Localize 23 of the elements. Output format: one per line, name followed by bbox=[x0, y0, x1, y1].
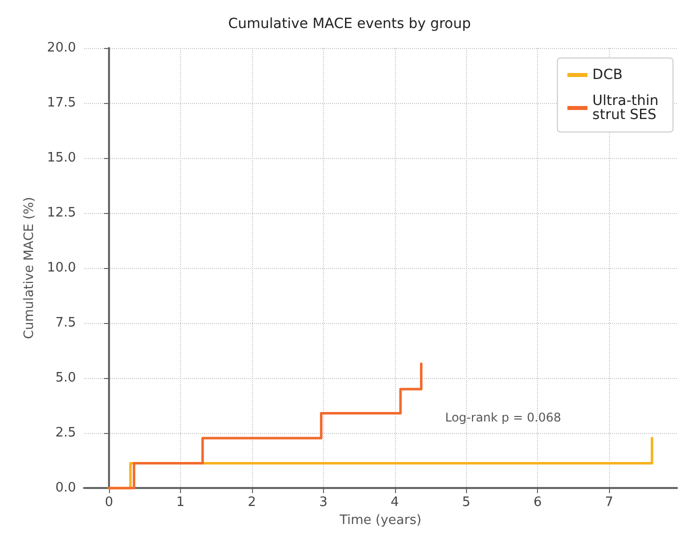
x-tick-label: 2 bbox=[248, 495, 256, 510]
x-tick-label: 0 bbox=[104, 495, 114, 510]
chart-title: Cumulative MACE events by group bbox=[228, 16, 471, 32]
y-axis-title: Cumulative MACE (%) bbox=[22, 196, 37, 340]
x-tick-label: 3 bbox=[319, 495, 328, 510]
y-tick-label: 5.0 bbox=[55, 370, 76, 386]
y-tick-label: 10.0 bbox=[47, 260, 76, 276]
x-tick-label: 5 bbox=[462, 495, 470, 510]
y-tick-label: 7.5 bbox=[55, 316, 76, 331]
x-axis-title: Time (years) bbox=[338, 513, 422, 528]
x-tick-label: 1 bbox=[176, 495, 185, 510]
annotation: Log-rank p = 0.068 bbox=[445, 410, 562, 424]
x-tick-label: 4 bbox=[390, 495, 399, 510]
y-tick-label: 0.0 bbox=[55, 480, 76, 496]
y-tick-label: 20.0 bbox=[47, 40, 76, 56]
y-tick-label: 2.5 bbox=[55, 426, 76, 441]
x-tick-label: 7 bbox=[604, 495, 614, 510]
y-tick-label: 17.5 bbox=[47, 96, 76, 111]
y-tick-label: 12.5 bbox=[47, 206, 76, 221]
y-tick-label: 15.0 bbox=[47, 150, 76, 166]
x-tick-label: 6 bbox=[534, 495, 542, 510]
legend-label: DCB bbox=[592, 67, 623, 83]
legend-label: Ultra-thin strut SES bbox=[592, 93, 664, 123]
